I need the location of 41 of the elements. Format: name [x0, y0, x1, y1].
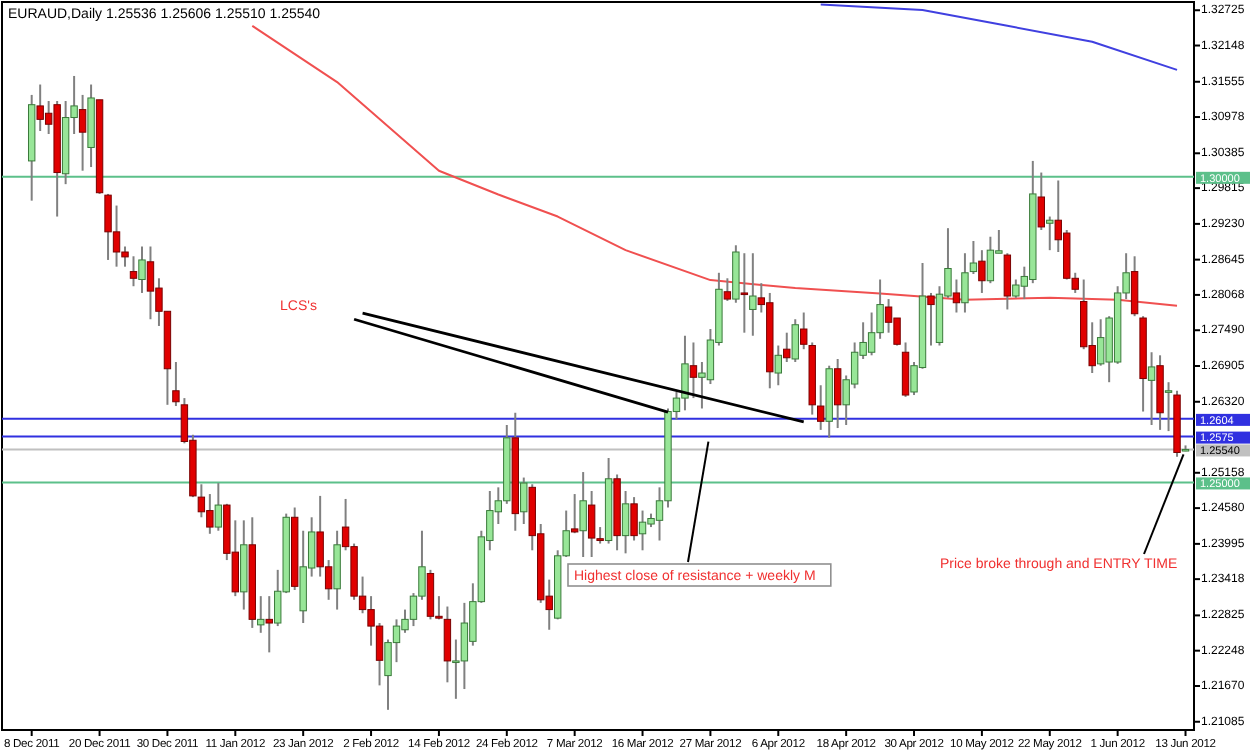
- candlestick: [78, 93, 87, 172]
- candlestick: [265, 595, 273, 654]
- candlestick: [833, 357, 842, 430]
- candlestick: [1164, 381, 1173, 433]
- candlestick: [1037, 171, 1045, 231]
- candlestick: [1156, 354, 1164, 431]
- candlestick: [146, 245, 155, 321]
- candlestick: [621, 490, 630, 555]
- candlestick: [426, 568, 435, 621]
- candlestick: [740, 252, 749, 334]
- candlestick: [689, 341, 698, 400]
- candlestick: [333, 529, 341, 611]
- line-series: [251, 24, 1179, 307]
- candlestick: [681, 334, 689, 412]
- candlestick: [460, 601, 469, 691]
- candlestick: [749, 252, 757, 337]
- candlestick: [443, 605, 452, 684]
- candlestick: [901, 341, 910, 398]
- candlestick: [927, 291, 935, 347]
- candlestick: [978, 249, 986, 294]
- candlestick: [206, 493, 214, 535]
- candlestick: [240, 519, 248, 611]
- candlestick: [630, 496, 638, 542]
- candlestick: [986, 235, 995, 285]
- candlestick: [587, 490, 596, 559]
- candlestick: [952, 278, 961, 314]
- line-series: [819, 3, 1179, 71]
- candlestick: [104, 192, 112, 261]
- candlestick: [579, 471, 587, 559]
- candlestick: [1003, 252, 1012, 311]
- candlestick: [638, 509, 647, 552]
- candlestick: [783, 331, 791, 364]
- candlestick: [129, 255, 138, 288]
- candlestick: [1147, 351, 1156, 426]
- candlestick: [1130, 255, 1139, 318]
- candlestick: [1046, 215, 1054, 252]
- candlestick: [214, 482, 223, 532]
- candlestick: [723, 277, 732, 302]
- candlestick: [791, 318, 799, 364]
- candlestick: [867, 311, 876, 357]
- candlestick: [817, 384, 825, 431]
